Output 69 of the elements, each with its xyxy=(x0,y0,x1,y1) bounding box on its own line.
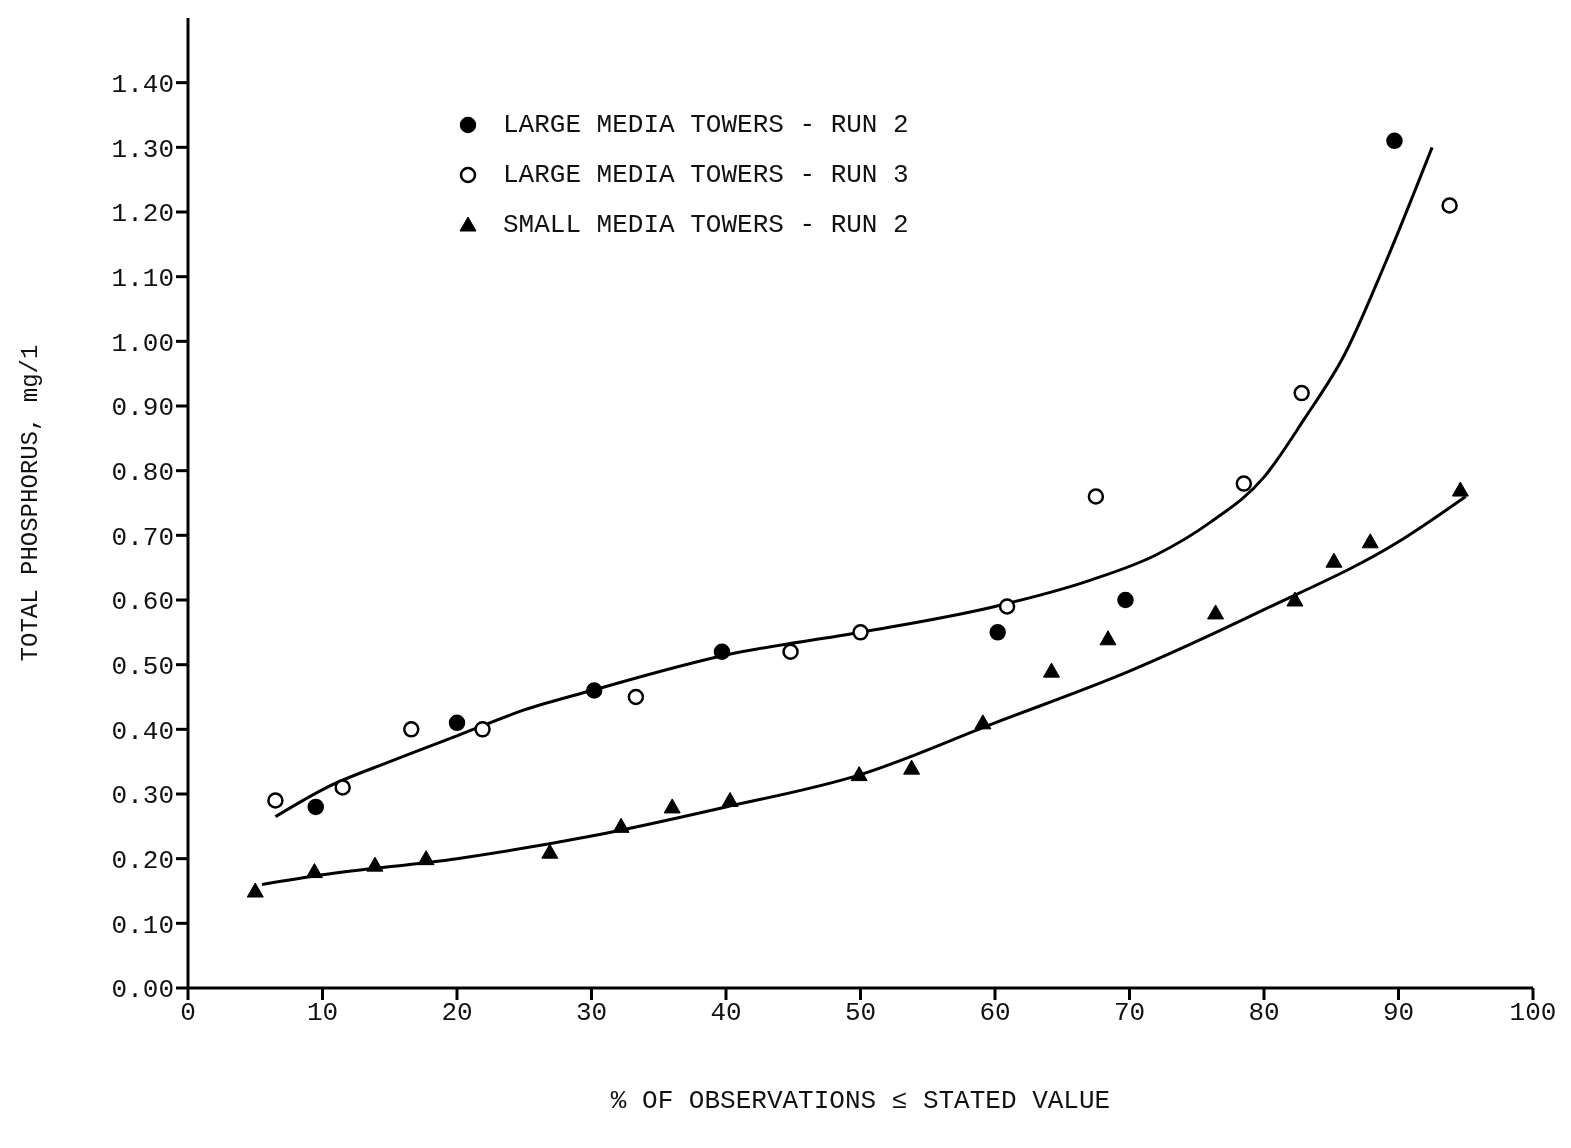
point xyxy=(663,798,681,814)
legend-label: SMALL MEDIA TOWERS - RUN 2 xyxy=(503,210,909,240)
y-tick-label: 1.40 xyxy=(111,69,174,100)
point xyxy=(974,714,992,730)
x-tick-label: 50 xyxy=(844,998,877,1029)
x-tick-label: 100 xyxy=(1509,998,1557,1029)
y-tick-label: 0.90 xyxy=(111,393,174,424)
point xyxy=(1099,630,1117,646)
point xyxy=(1042,662,1060,678)
point xyxy=(267,792,284,809)
point xyxy=(998,598,1016,615)
y-tick-label: 0.10 xyxy=(111,910,174,941)
point xyxy=(403,721,420,738)
point xyxy=(1325,552,1343,568)
point xyxy=(612,817,630,833)
x-tick-label: 90 xyxy=(1382,998,1415,1029)
x-tick-label: 40 xyxy=(710,998,742,1029)
point xyxy=(1235,475,1253,492)
y-tick-label: 1.30 xyxy=(111,134,174,165)
point xyxy=(305,863,323,879)
x-axis-title: % OF OBSERVATIONS ≤ STATED VALUE xyxy=(610,1086,1111,1116)
y-tick-label: 0.80 xyxy=(111,457,174,488)
x-tick-label: 20 xyxy=(441,998,473,1029)
x-tick-label: 0 xyxy=(180,998,196,1029)
line-series xyxy=(273,145,1434,819)
point xyxy=(585,682,603,699)
point xyxy=(1117,591,1134,609)
point xyxy=(448,714,466,732)
point xyxy=(989,624,1006,641)
x-tick-label: 80 xyxy=(1248,998,1280,1029)
point xyxy=(1207,604,1225,620)
point xyxy=(850,766,868,782)
point xyxy=(417,850,435,866)
point xyxy=(627,688,645,706)
x-tick-label: 60 xyxy=(979,998,1011,1029)
point xyxy=(903,759,921,775)
legend-label: LARGE MEDIA TOWERS - RUN 2 xyxy=(503,110,909,140)
point xyxy=(474,721,491,738)
point xyxy=(307,798,325,816)
x-tick-label: 10 xyxy=(306,998,339,1029)
point xyxy=(366,856,384,872)
point xyxy=(246,882,264,898)
point xyxy=(1286,591,1304,607)
x-tick-label: 70 xyxy=(1113,998,1146,1029)
point xyxy=(541,843,559,859)
y-tick-label: 0.50 xyxy=(111,651,174,682)
point xyxy=(1361,533,1379,549)
y-tick-label: 1.00 xyxy=(111,328,174,359)
point xyxy=(782,643,799,660)
point xyxy=(1386,132,1403,150)
point xyxy=(334,779,351,796)
point xyxy=(852,624,869,641)
y-tick-label: 0.20 xyxy=(111,845,174,876)
y-tick-label: 0.00 xyxy=(111,975,174,1006)
y-tick-label: 0.60 xyxy=(111,587,174,618)
legend-label: LARGE MEDIA TOWERS - RUN 3 xyxy=(503,160,909,190)
y-tick-label: 0.40 xyxy=(111,716,174,747)
point xyxy=(721,791,739,807)
x-tick-label: 30 xyxy=(575,998,608,1029)
point xyxy=(713,643,731,660)
y-axis-title: TOTAL PHOSPHORUS, mg/1 xyxy=(16,344,44,662)
y-tick-label: 0.30 xyxy=(111,781,174,812)
point xyxy=(1087,488,1105,505)
point xyxy=(1441,197,1458,214)
y-tick-label: 1.10 xyxy=(111,263,174,294)
y-tick-label: 0.70 xyxy=(111,522,174,553)
y-tick-label: 1.20 xyxy=(111,199,174,230)
point xyxy=(1451,481,1469,497)
point xyxy=(1293,384,1310,402)
